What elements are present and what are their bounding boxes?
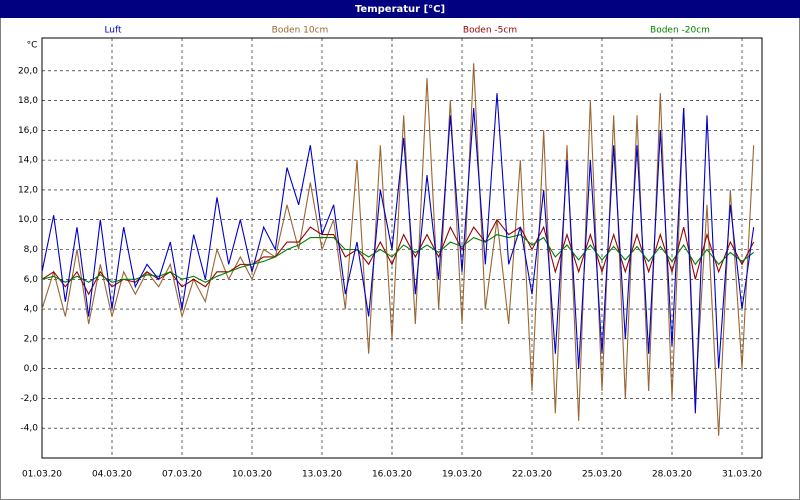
- title-bar: [0, 0, 800, 18]
- chart-title: Temperatur [°C]: [355, 4, 445, 15]
- x-tick-label: 01.03.20: [22, 470, 62, 480]
- series-line: [41, 218, 755, 296]
- series-line: [41, 93, 755, 414]
- x-tick-label: 16.03.20: [372, 470, 412, 480]
- x-tick-label: 25.03.20: [582, 470, 622, 480]
- y-tick-label: 4,0: [24, 305, 39, 315]
- plot-area: [41, 37, 763, 459]
- series-line: [41, 63, 755, 436]
- y-tick-label: 0,0: [24, 364, 39, 374]
- y-tick-label: -4,0: [20, 424, 38, 434]
- legend-entry: Boden -20cm: [650, 26, 710, 36]
- y-tick-label: 6,0: [24, 275, 39, 285]
- legend-entry: Boden 10cm: [272, 26, 329, 36]
- x-tick-label: 10.03.20: [232, 470, 272, 480]
- y-tick-label: 10,0: [18, 215, 38, 225]
- y-tick-label: 20,0: [18, 66, 38, 76]
- y-axis-label: °C: [27, 41, 38, 51]
- y-tick-label: 8,0: [24, 245, 39, 255]
- y-tick-label: 12,0: [18, 185, 38, 195]
- legend-entry: Luft: [104, 26, 122, 36]
- y-tick-label: 18,0: [18, 96, 38, 106]
- x-tick-label: 28.03.20: [652, 470, 692, 480]
- y-tick-label: 2,0: [24, 334, 39, 344]
- series-line: [41, 233, 755, 283]
- x-tick-label: 04.03.20: [92, 470, 132, 480]
- x-tick-label: 19.03.20: [442, 470, 482, 480]
- y-tick-label: 14,0: [18, 156, 38, 166]
- x-tick-label: 13.03.20: [302, 470, 342, 480]
- legend-entry: Boden -5cm: [463, 26, 517, 36]
- x-tick-label: 07.03.20: [162, 470, 202, 480]
- y-tick-label: 16,0: [18, 126, 38, 136]
- x-tick-label: 22.03.20: [512, 470, 552, 480]
- x-tick-label: 31.03.20: [722, 470, 762, 480]
- y-tick-label: -2,0: [20, 394, 38, 404]
